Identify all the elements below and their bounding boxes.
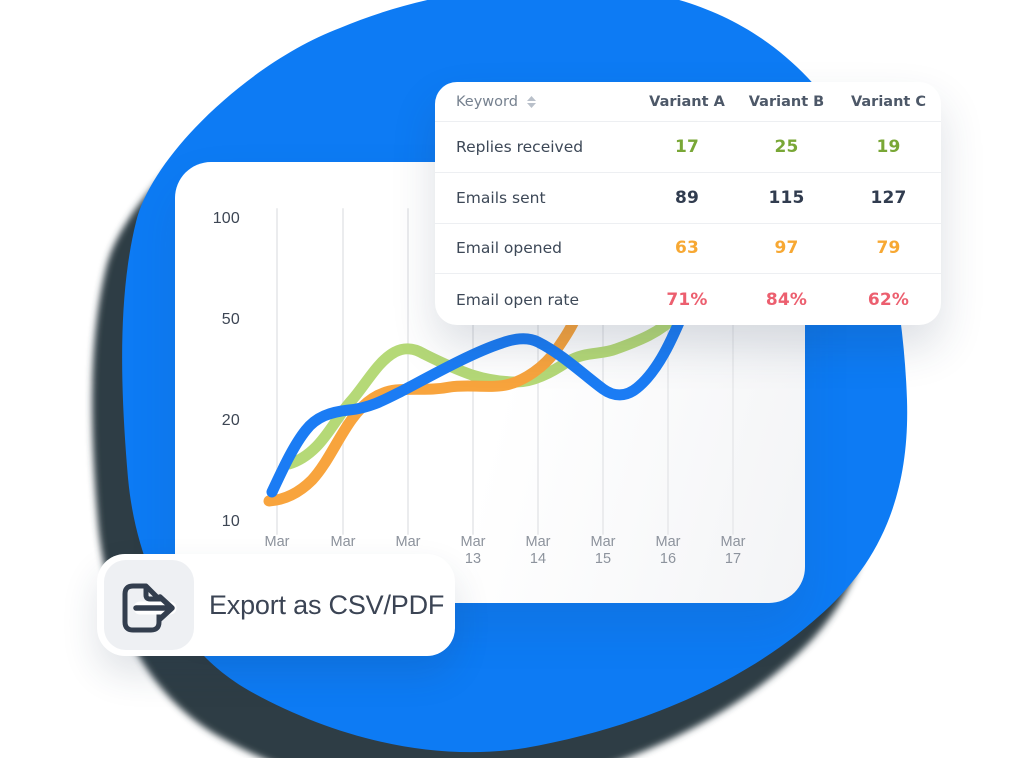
y-axis-tick: 100 <box>212 210 240 227</box>
x-axis-tick: Mar 14 <box>525 534 551 567</box>
table-row: Emails sent 89 115 127 <box>435 173 941 224</box>
row-label: Email open rate <box>456 290 580 309</box>
gridline <box>276 208 278 535</box>
variant-c-header: Variant C <box>850 93 927 110</box>
row-label: Emails sent <box>456 188 546 207</box>
cell-value: 19 <box>876 136 901 157</box>
y-axis-tick: 20 <box>221 412 240 429</box>
export-csv-pdf-button[interactable]: Export as CSV/PDF <box>97 554 455 656</box>
y-axis-tick: 10 <box>221 513 240 530</box>
gridline <box>407 208 409 535</box>
gridline <box>342 208 344 535</box>
cell-value: 97 <box>774 238 799 259</box>
x-axis-tick: Mar <box>264 534 290 550</box>
cell-value: 89 <box>674 187 700 208</box>
table-row: Replies received 17 25 19 <box>435 122 941 173</box>
cell-value: 62% <box>867 289 910 310</box>
table-header-row: Keyword Variant A Variant B Variant C <box>435 82 941 122</box>
cell-value: 25 <box>774 136 799 157</box>
cell-value: 17 <box>674 136 700 157</box>
cell-value: 127 <box>870 187 907 208</box>
x-axis-tick: Mar 16 <box>655 534 681 567</box>
export-button-label: Export as CSV/PDF <box>209 589 445 620</box>
sort-arrows-icon[interactable] <box>526 95 536 108</box>
cell-value: 71% <box>666 289 708 310</box>
cell-value: 84% <box>765 289 808 310</box>
export-document-arrow-icon <box>122 583 177 633</box>
x-axis-tick: Mar <box>330 534 356 550</box>
cell-value: 63 <box>674 238 700 259</box>
cell-value: 115 <box>768 187 805 208</box>
x-axis-tick: Mar 13 <box>460 534 486 567</box>
x-axis-tick: Mar 17 <box>720 534 746 567</box>
variants-table: Keyword Variant A Variant B Variant C Re… <box>435 82 941 325</box>
export-icon-tile <box>104 560 194 650</box>
row-label: Replies received <box>456 137 584 156</box>
row-label: Email opened <box>456 239 562 258</box>
table-row: Email open rate 71% 84% 62% <box>435 274 941 325</box>
y-axis-tick: 50 <box>221 311 240 328</box>
x-axis-tick: Mar 15 <box>590 534 616 567</box>
variant-b-header: Variant B <box>748 93 825 110</box>
variant-a-header: Variant A <box>649 93 725 110</box>
gridline <box>732 208 734 535</box>
x-axis-tick: Mar <box>395 534 421 550</box>
table-row: Email opened 63 97 79 <box>435 224 941 275</box>
keyword-header-label: Keyword <box>456 93 518 110</box>
cell-value: 79 <box>876 238 901 259</box>
